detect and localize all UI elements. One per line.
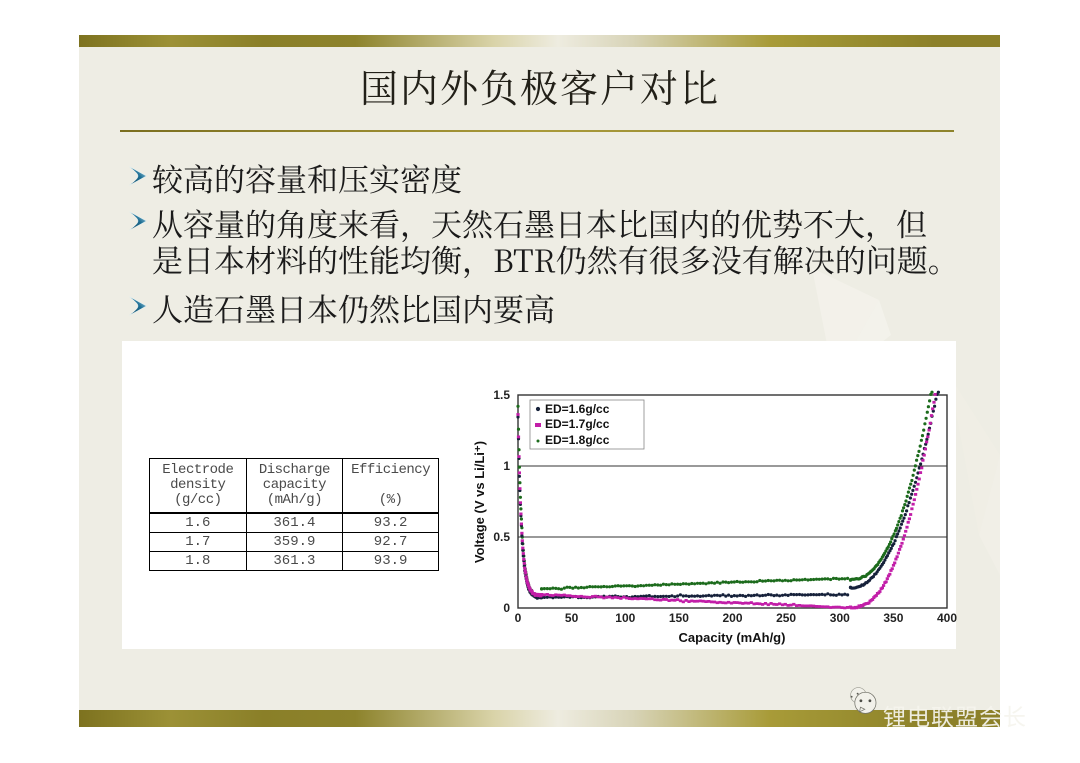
svg-text:100: 100 (615, 611, 635, 625)
svg-text:0: 0 (515, 611, 522, 625)
svg-text:Capacity (mAh/g): Capacity (mAh/g) (679, 630, 786, 645)
svg-text:1.5: 1.5 (493, 388, 510, 402)
svg-text:0: 0 (503, 601, 510, 615)
svg-text:0.5: 0.5 (493, 530, 510, 544)
svg-text:1: 1 (503, 459, 510, 473)
svg-text:ED=1.7g/cc: ED=1.7g/cc (545, 417, 610, 431)
svg-text:400: 400 (937, 611, 957, 625)
svg-text:250: 250 (776, 611, 796, 625)
svg-text:150: 150 (669, 611, 689, 625)
svg-text:ED=1.6g/cc: ED=1.6g/cc (545, 402, 610, 416)
svg-text:50: 50 (565, 611, 579, 625)
svg-text:Voltage (V vs Li/Li⁺): Voltage (V vs Li/Li⁺) (472, 441, 487, 563)
svg-text:200: 200 (722, 611, 742, 625)
svg-text:ED=1.8g/cc: ED=1.8g/cc (545, 433, 610, 447)
svg-text:300: 300 (830, 611, 850, 625)
svg-text:350: 350 (883, 611, 903, 625)
